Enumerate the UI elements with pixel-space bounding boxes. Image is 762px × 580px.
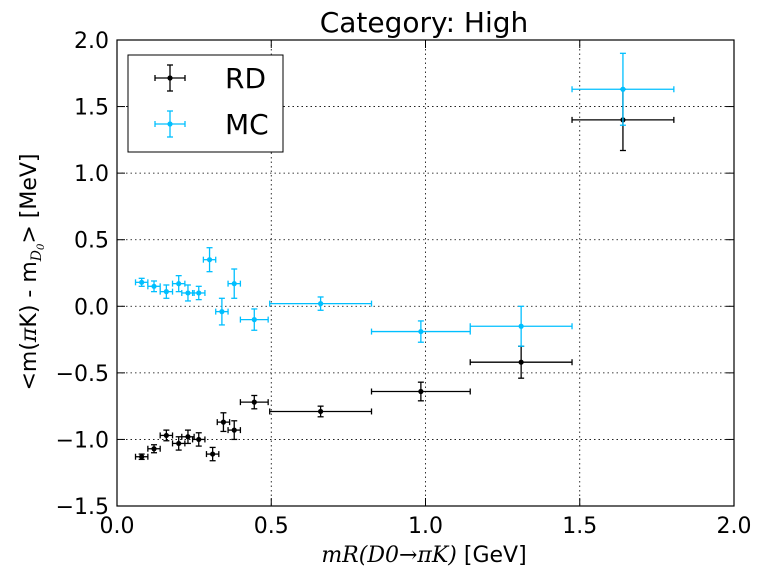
marker [418, 388, 424, 395]
y-tick-label: −1.5 [56, 495, 109, 520]
x-axis-label-math: mR(D0→πK) [321, 543, 457, 568]
data-point-mc [159, 284, 174, 299]
x-tick-label: 0.0 [100, 514, 135, 539]
marker [163, 432, 169, 439]
x-tick-label: 1.0 [408, 514, 443, 539]
data-point-mc [181, 284, 195, 302]
legend-marker-mc [154, 110, 186, 138]
marker [139, 454, 145, 460]
legend: RD MC [127, 54, 284, 153]
marker [163, 289, 169, 295]
y-axis-label: <m(πK) - mD0> [MeV] [17, 153, 47, 390]
y-tick-label: 1.5 [74, 96, 109, 121]
marker [176, 281, 182, 287]
legend-marker-dot [167, 75, 173, 81]
marker [185, 434, 191, 440]
data-point-mc [227, 268, 242, 299]
data-point-rd [171, 436, 186, 451]
data-point-mc [134, 277, 149, 287]
data-point-rd [216, 412, 231, 433]
x-axis-label: mR(D0→πK) [GeV] [321, 543, 526, 568]
marker [318, 408, 324, 415]
y-tick-label: 0.5 [74, 229, 109, 254]
legend-box [127, 54, 284, 153]
data-point-rd [191, 432, 206, 447]
y-axis-label-sub: D [29, 250, 45, 262]
legend-marker-dot [167, 121, 173, 127]
data-point-rd [159, 429, 174, 442]
data-point-rd [181, 429, 195, 445]
marker [318, 301, 324, 307]
data-point-rd [269, 405, 373, 418]
legend-entries [154, 64, 186, 138]
marker [151, 446, 157, 452]
marker [251, 399, 257, 405]
marker [231, 427, 237, 433]
marker [139, 279, 145, 285]
series-layer [134, 52, 675, 462]
y-tick-label: 2.0 [74, 29, 109, 54]
legend-marker-rd [154, 64, 186, 92]
marker [206, 257, 213, 263]
marker [185, 290, 191, 296]
marker [196, 436, 202, 443]
data-point-mc [370, 320, 471, 343]
x-tick-label: 1.5 [562, 514, 597, 539]
y-axis-label-pi: π [17, 327, 42, 343]
y-tick-label: −0.5 [56, 362, 109, 387]
marker [219, 309, 225, 315]
legend-label-mc: MC [225, 108, 269, 141]
series-mc [134, 52, 675, 347]
data-point-mc [171, 275, 186, 293]
data-point-rd [239, 394, 269, 410]
y-tick-label: 0.0 [74, 295, 109, 320]
x-axis-label-unit: [GeV] [457, 543, 527, 568]
data-point-mc [215, 297, 229, 326]
marker [196, 290, 202, 296]
legend-label-rd: RD [225, 62, 266, 95]
series-rd [134, 88, 675, 462]
data-point-rd [227, 420, 242, 441]
marker [220, 419, 227, 425]
marker [210, 451, 216, 457]
marker [251, 317, 257, 323]
data-point-rd [205, 446, 220, 462]
data-point-mc [269, 296, 373, 311]
y-axis-label-post: > [MeV] [17, 153, 42, 243]
data-point-mc [571, 52, 675, 126]
marker [231, 281, 237, 287]
marker [518, 323, 524, 329]
data-point-mc [469, 305, 573, 347]
data-point-mc [202, 247, 217, 273]
x-tick-label: 2.0 [717, 514, 752, 539]
marker [518, 359, 524, 365]
y-axis-label-mid: K) - m [17, 261, 42, 327]
data-point-rd [370, 381, 471, 402]
chart-title: Category: High [320, 6, 529, 39]
marker [620, 86, 626, 92]
marker [176, 440, 182, 447]
data-point-mc [191, 285, 206, 301]
data-point-rd [147, 444, 161, 454]
data-point-mc [147, 280, 161, 293]
data-point-mc [239, 308, 269, 331]
x-tick-label: 0.5 [254, 514, 289, 539]
grid-layer [117, 40, 734, 506]
y-tick-label: −1.0 [56, 428, 109, 453]
y-axis-label-subsub: 0 [36, 243, 47, 250]
y-tick-label: 1.0 [74, 162, 109, 187]
marker [418, 328, 424, 335]
tick-layer: 0.0 0.5 1.0 1.5 2.0 −1.5 −1.0 −0.5 0.0 0.5 1.0 1.5 2… [56, 29, 752, 539]
data-point-rd [134, 453, 149, 461]
marker [151, 283, 157, 289]
y-axis-label-pre: <m( [17, 342, 42, 390]
